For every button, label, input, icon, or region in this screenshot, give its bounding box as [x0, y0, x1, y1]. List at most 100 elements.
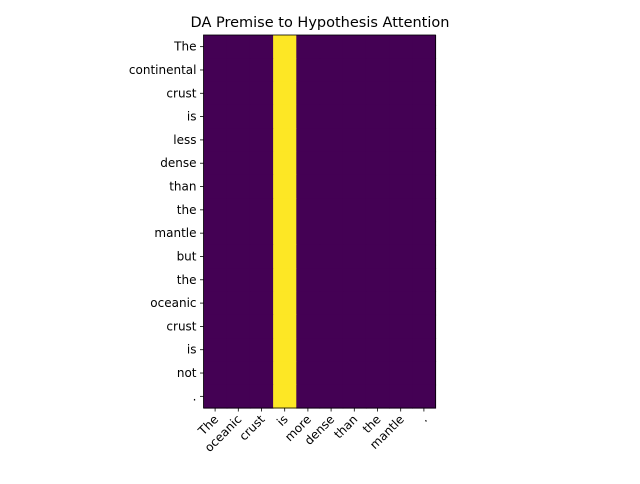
heatmap-cell	[203, 291, 228, 316]
heatmap-cell	[412, 244, 437, 269]
y-tick-label: less	[173, 133, 196, 147]
heatmap-cell	[273, 338, 297, 362]
heatmap-cell	[249, 35, 274, 59]
heatmap-cell	[389, 81, 413, 106]
heatmap-cell	[389, 58, 413, 83]
heatmap-cell	[342, 291, 367, 316]
heatmap-cell	[365, 314, 390, 339]
heatmap-cell	[249, 174, 274, 199]
heatmap-cell	[342, 198, 367, 223]
heatmap-cell	[249, 314, 274, 339]
heatmap-cell	[203, 361, 228, 386]
heatmap-cell	[249, 128, 274, 153]
heatmap-cell	[296, 384, 321, 409]
heatmap-cell	[203, 35, 228, 59]
heatmap-cell	[203, 174, 228, 199]
heatmap-cell	[203, 81, 228, 106]
heatmap-cell	[319, 244, 344, 269]
heatmap-cell	[226, 81, 251, 106]
heatmap-cell	[273, 58, 297, 83]
y-tick-label: continental	[129, 63, 197, 77]
heatmap-cell	[296, 314, 321, 339]
heatmap-cell	[412, 128, 437, 153]
heatmap-cell	[203, 244, 228, 269]
heatmap-cell	[319, 128, 344, 153]
heatmap-cell	[296, 291, 321, 316]
heatmap-cell	[389, 151, 413, 176]
heatmap-cell	[249, 338, 274, 362]
heatmap-cell	[203, 338, 228, 362]
heatmap-cell	[342, 338, 367, 362]
heatmap-cell	[226, 268, 251, 293]
heatmap-cell	[389, 338, 413, 362]
heatmap-cell	[273, 151, 297, 176]
y-tick-label: is	[187, 110, 197, 124]
heatmap-cell	[296, 104, 321, 129]
heatmap-cell	[226, 244, 251, 269]
heatmap-cell	[389, 221, 413, 246]
heatmap-cell	[389, 291, 413, 316]
heatmap-cell	[226, 291, 251, 316]
heatmap-cell	[412, 81, 437, 106]
heatmap-cell	[273, 104, 297, 129]
heatmap-cell	[273, 174, 297, 199]
heatmap-cell	[273, 221, 297, 246]
heatmap-cell	[226, 384, 251, 409]
heatmap-cell	[226, 58, 251, 83]
heatmap-cell	[203, 151, 228, 176]
heatmap-cell	[319, 58, 344, 83]
heatmap-cell	[226, 198, 251, 223]
heatmap-cell	[389, 35, 413, 59]
heatmap-cell	[203, 384, 228, 409]
heatmap-cell	[319, 384, 344, 409]
heatmap-cell	[342, 244, 367, 269]
heatmap-cell	[412, 58, 437, 83]
y-tick-label: the	[177, 203, 197, 217]
heatmap-cell	[203, 128, 228, 153]
heatmap-cell	[412, 291, 437, 316]
heatmap-cell	[203, 268, 228, 293]
heatmap-cell	[273, 198, 297, 223]
heatmap-cell	[412, 35, 437, 59]
heatmap-cell	[342, 151, 367, 176]
heatmap-cell	[203, 198, 228, 223]
heatmap-cell	[412, 384, 437, 409]
heatmap-cell	[365, 268, 390, 293]
heatmap-cell	[365, 338, 390, 362]
heatmap-cell	[296, 81, 321, 106]
y-tick-label: but	[177, 249, 197, 263]
y-tick-label: crust	[166, 319, 196, 333]
x-tick-label: crust	[236, 412, 267, 443]
heatmap-cell	[226, 174, 251, 199]
heatmap-cell	[319, 104, 344, 129]
heatmap-cell	[249, 361, 274, 386]
heatmap-cell	[365, 35, 390, 59]
heatmap-cell	[412, 268, 437, 293]
heatmap-cell	[412, 338, 437, 362]
heatmap-cell	[296, 198, 321, 223]
heatmap-cell	[389, 314, 413, 339]
heatmap-cell	[226, 104, 251, 129]
heatmap-cell	[226, 151, 251, 176]
heatmap-cell	[342, 81, 367, 106]
heatmap-cell	[296, 338, 321, 362]
heatmap-cell	[203, 104, 228, 129]
heatmap-cell	[319, 361, 344, 386]
heatmap-cell	[342, 174, 367, 199]
heatmap-cell	[319, 291, 344, 316]
heatmap-cell	[389, 128, 413, 153]
heatmap-cell	[296, 268, 321, 293]
chart-title: DA Premise to Hypothesis Attention	[191, 15, 450, 31]
heatmap-cell	[296, 221, 321, 246]
heatmap-cell	[273, 384, 297, 409]
heatmap-cell	[412, 198, 437, 223]
heatmap-cell	[226, 128, 251, 153]
heatmap-cell	[365, 244, 390, 269]
heatmap-cell	[412, 174, 437, 199]
heatmap-cell	[412, 151, 437, 176]
heatmap-cell	[365, 221, 390, 246]
y-tick-label: dense	[160, 156, 196, 170]
y-tick-label: not	[177, 366, 197, 380]
heatmap-cell	[296, 58, 321, 83]
